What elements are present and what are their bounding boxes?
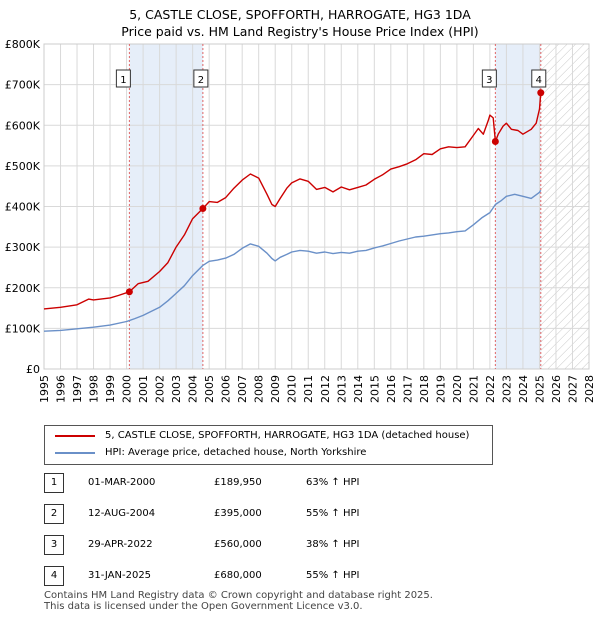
x-tick-label: 2016 [385, 375, 398, 403]
x-tick-label: 2017 [401, 375, 414, 403]
legend-label-property: 5, CASTLE CLOSE, SPOFFORTH, HARROGATE, H… [105, 430, 470, 441]
x-tick-label: 2014 [352, 375, 365, 403]
sale-hpi-change: 55% ↑ HPI [306, 570, 360, 581]
sale-marker-box [193, 69, 209, 88]
x-tick-label: 2022 [484, 375, 497, 403]
sale-point [125, 288, 133, 296]
x-tick-label: 2004 [187, 375, 200, 403]
y-tick-label: £400K [5, 201, 41, 214]
legend-swatch-property [55, 435, 95, 437]
x-axis-tick-labels: 1995 1996 1997 1998 1999 2000 2001 2002 2003 2004… [38, 375, 596, 403]
property-price-line [43, 92, 542, 310]
sale-marker-box [115, 69, 131, 88]
sale-price: £560,000 [214, 539, 262, 550]
y-tick-label: £500K [5, 160, 41, 173]
sale-point [199, 205, 207, 213]
x-tick-label: 2026 [550, 375, 563, 403]
legend-label-hpi: HPI: Average price, detached house, Nort… [105, 447, 367, 458]
sale-marker-box [481, 69, 497, 88]
price-chart: 1 2 3 4 £0 £100K £200K £300K £400K £500K £600K £70… [5, 38, 596, 403]
chart-subtitle: Price paid vs. HM Land Registry's House … [121, 24, 479, 39]
x-tick-label: 2012 [319, 375, 332, 403]
y-axis-tick-labels: £0 £100K £200K £300K £400K £500K £600K £700K £80… [5, 38, 41, 376]
x-tick-label: 2015 [368, 375, 381, 403]
x-tick-label: 2021 [467, 375, 480, 403]
sale-row-4: 4 31-JAN-2025 £680,000 55% ↑ HPI [44, 566, 464, 586]
sale-hpi-change: 55% ↑ HPI [306, 508, 360, 519]
x-tick-label: 1996 [55, 375, 68, 403]
chart-legend: 5, CASTLE CLOSE, SPOFFORTH, HARROGATE, H… [44, 425, 493, 465]
sale-points [125, 89, 545, 296]
sale-date: 29-APR-2022 [88, 539, 153, 550]
x-tick-label: 2013 [335, 375, 348, 403]
sale-marker-label: 2 [198, 75, 204, 86]
x-tick-label: 2005 [203, 375, 216, 403]
x-tick-label: 2000 [121, 375, 134, 403]
y-tick-label: £600K [5, 119, 41, 132]
x-tick-label: 2009 [269, 375, 282, 403]
x-tick-label: 2001 [137, 375, 150, 403]
x-tick-label: 1998 [88, 375, 101, 403]
x-tick-label: 2003 [170, 375, 183, 403]
x-tick-label: 2002 [154, 375, 167, 403]
y-tick-label: £800K [5, 38, 41, 51]
sale-number-badge: 1 [44, 473, 64, 493]
chart-title: 5, CASTLE CLOSE, SPOFFORTH, HARROGATE, H… [129, 7, 471, 22]
y-tick-label: £0 [26, 363, 40, 376]
sale-marker-label: 4 [536, 75, 542, 86]
hpi-line [43, 189, 542, 332]
sale-point [537, 89, 545, 97]
footer-line-2: This data is licensed under the Open Gov… [44, 601, 363, 612]
sale-point [491, 138, 499, 145]
sale-date: 31-JAN-2025 [88, 570, 152, 581]
sale-price: £395,000 [214, 508, 262, 519]
x-tick-label: 2006 [220, 375, 233, 403]
sale-row-2: 2 12-AUG-2004 £395,000 55% ↑ HPI [44, 504, 464, 524]
sale-number-badge: 3 [44, 535, 64, 555]
legend-swatch-hpi [55, 452, 95, 454]
footer-attribution: Contains HM Land Registry data © Crown c… [44, 590, 433, 612]
y-tick-label: £700K [5, 79, 41, 92]
x-tick-label: 1995 [38, 375, 51, 403]
sale-number-badge: 4 [44, 566, 64, 586]
sale-number-badge: 2 [44, 504, 64, 524]
x-tick-label: 2011 [302, 375, 315, 403]
sale-date: 01-MAR-2000 [88, 477, 156, 488]
sale-date: 12-AUG-2004 [88, 508, 156, 519]
sale-hpi-change: 63% ↑ HPI [306, 477, 360, 488]
series-lines [43, 92, 542, 332]
x-tick-label: 2024 [517, 375, 530, 403]
sale-marker-box [531, 69, 547, 88]
x-tick-label: 2020 [451, 375, 464, 403]
sale-hpi-change: 38% ↑ HPI [306, 539, 360, 550]
plot-border [43, 43, 590, 370]
x-tick-label: 2025 [533, 375, 546, 403]
x-tick-label: 1997 [71, 375, 84, 403]
x-tick-label: 2018 [418, 375, 431, 403]
legend-item-property: 5, CASTLE CLOSE, SPOFFORTH, HARROGATE, H… [55, 428, 469, 444]
legend-item-hpi: HPI: Average price, detached house, Nort… [55, 445, 366, 461]
chart-title-block: 5, CASTLE CLOSE, SPOFFORTH, HARROGATE, H… [0, 6, 600, 40]
x-tick-label: 2027 [566, 375, 579, 403]
y-tick-label: £300K [5, 241, 41, 254]
x-tick-label: 1999 [104, 375, 117, 403]
footer-line-1: Contains HM Land Registry data © Crown c… [44, 590, 433, 601]
x-tick-label: 2007 [236, 375, 249, 403]
sale-price: £189,950 [214, 477, 262, 488]
sale-marker-label: 3 [486, 75, 492, 86]
sale-marker-labels: 1 2 3 4 [115, 69, 547, 88]
sale-marker-label: 1 [120, 75, 126, 86]
x-tick-label: 2028 [583, 375, 596, 403]
sale-row-1: 1 01-MAR-2000 £189,950 63% ↑ HPI [44, 473, 464, 493]
x-tick-label: 2008 [253, 375, 266, 403]
x-tick-label: 2010 [286, 375, 299, 403]
sale-row-3: 3 29-APR-2022 £560,000 38% ↑ HPI [44, 535, 464, 555]
x-tick-label: 2023 [500, 375, 513, 403]
y-tick-label: £100K [5, 322, 41, 335]
x-tick-label: 2019 [434, 375, 447, 403]
y-tick-label: £200K [5, 282, 41, 295]
sale-price: £680,000 [214, 570, 262, 581]
